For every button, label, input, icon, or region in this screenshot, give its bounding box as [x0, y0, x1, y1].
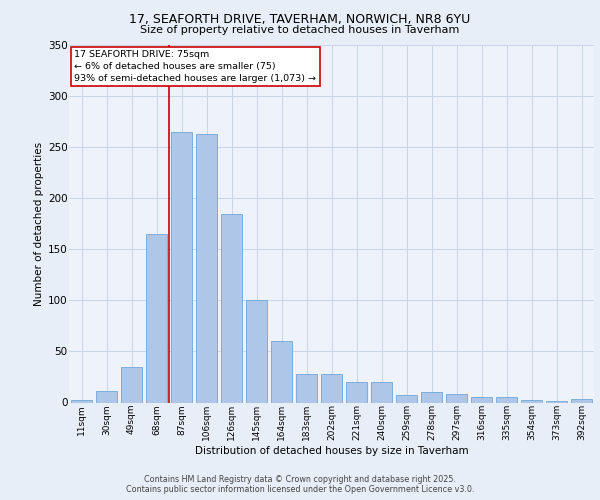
Text: 17, SEAFORTH DRIVE, TAVERHAM, NORWICH, NR8 6YU: 17, SEAFORTH DRIVE, TAVERHAM, NORWICH, N… — [130, 12, 470, 26]
Bar — [471, 398, 492, 402]
Text: Size of property relative to detached houses in Taverham: Size of property relative to detached ho… — [140, 25, 460, 35]
X-axis label: Distribution of detached houses by size in Taverham: Distribution of detached houses by size … — [194, 446, 469, 456]
Bar — [271, 341, 292, 402]
Bar — [171, 132, 192, 402]
Bar — [496, 398, 517, 402]
Bar — [396, 396, 417, 402]
Bar — [246, 300, 267, 402]
Bar — [71, 400, 92, 402]
Bar — [521, 400, 542, 402]
Bar — [321, 374, 342, 402]
Text: 17 SEAFORTH DRIVE: 75sqm
← 6% of detached houses are smaller (75)
93% of semi-de: 17 SEAFORTH DRIVE: 75sqm ← 6% of detache… — [74, 50, 316, 83]
Bar — [196, 134, 217, 402]
Bar — [421, 392, 442, 402]
Bar — [296, 374, 317, 402]
Bar — [446, 394, 467, 402]
Text: Contains HM Land Registry data © Crown copyright and database right 2025.
Contai: Contains HM Land Registry data © Crown c… — [126, 474, 474, 494]
Bar — [571, 400, 592, 402]
Bar — [371, 382, 392, 402]
Bar — [121, 367, 142, 402]
Bar — [146, 234, 167, 402]
Bar — [96, 392, 117, 402]
Y-axis label: Number of detached properties: Number of detached properties — [34, 142, 44, 306]
Bar — [221, 214, 242, 402]
Bar — [346, 382, 367, 402]
